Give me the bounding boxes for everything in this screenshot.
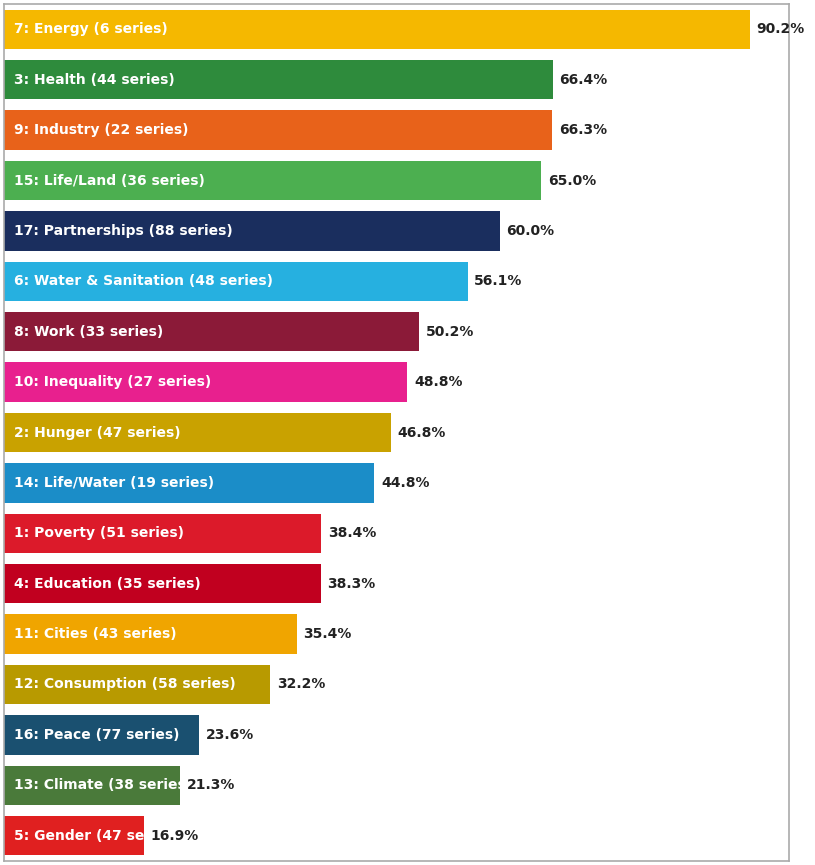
Bar <box>4 464 374 503</box>
Text: 15: Life/Land (36 series): 15: Life/Land (36 series) <box>14 174 205 188</box>
Text: 13: Climate (38 series): 13: Climate (38 series) <box>14 778 192 792</box>
Text: 38.4%: 38.4% <box>328 526 377 541</box>
Bar <box>4 211 500 251</box>
Bar <box>4 362 408 401</box>
Bar <box>4 60 553 99</box>
Text: 65.0%: 65.0% <box>548 174 596 188</box>
Text: 6: Water & Sanitation (48 series): 6: Water & Sanitation (48 series) <box>14 274 273 288</box>
Bar <box>4 766 180 805</box>
Text: 44.8%: 44.8% <box>381 476 430 490</box>
Bar <box>4 312 419 351</box>
Bar <box>4 161 541 200</box>
Text: 4: Education (35 series): 4: Education (35 series) <box>14 577 200 591</box>
Text: 9: Industry (22 series): 9: Industry (22 series) <box>14 123 188 138</box>
Bar <box>4 715 199 754</box>
Text: 7: Energy (6 series): 7: Energy (6 series) <box>14 22 168 36</box>
Text: 16.9%: 16.9% <box>151 829 199 843</box>
Bar <box>4 614 297 654</box>
Text: 8: Work (33 series): 8: Work (33 series) <box>14 324 163 339</box>
Text: 23.6%: 23.6% <box>206 727 254 742</box>
Text: 10: Inequality (27 series): 10: Inequality (27 series) <box>14 375 211 389</box>
Bar <box>4 514 321 553</box>
Text: 66.4%: 66.4% <box>559 73 608 87</box>
Text: 3: Health (44 series): 3: Health (44 series) <box>14 73 175 87</box>
Text: 17: Partnerships (88 series): 17: Partnerships (88 series) <box>14 224 233 238</box>
Text: 21.3%: 21.3% <box>187 778 236 792</box>
Bar <box>4 564 320 603</box>
Text: 2: Hunger (47 series): 2: Hunger (47 series) <box>14 426 181 439</box>
Text: 48.8%: 48.8% <box>414 375 463 389</box>
Text: 38.3%: 38.3% <box>328 577 376 591</box>
Text: 14: Life/Water (19 series): 14: Life/Water (19 series) <box>14 476 214 490</box>
Text: 56.1%: 56.1% <box>474 274 522 288</box>
Text: 35.4%: 35.4% <box>303 627 351 641</box>
Bar <box>4 10 750 49</box>
Text: 90.2%: 90.2% <box>756 22 804 36</box>
Text: 16: Peace (77 series): 16: Peace (77 series) <box>14 727 179 742</box>
Text: 5: Gender (47 series): 5: Gender (47 series) <box>14 829 180 843</box>
Text: 32.2%: 32.2% <box>277 677 325 691</box>
Text: 11: Cities (43 series): 11: Cities (43 series) <box>14 627 177 641</box>
Bar <box>4 262 468 301</box>
Text: 1: Poverty (51 series): 1: Poverty (51 series) <box>14 526 184 541</box>
Text: 50.2%: 50.2% <box>425 324 474 339</box>
Text: 46.8%: 46.8% <box>398 426 446 439</box>
Bar <box>4 111 552 150</box>
Bar <box>4 413 391 452</box>
Text: 12: Consumption (58 series): 12: Consumption (58 series) <box>14 677 236 691</box>
Bar <box>4 665 271 704</box>
Text: 60.0%: 60.0% <box>507 224 555 238</box>
Bar <box>4 816 143 855</box>
Text: 66.3%: 66.3% <box>558 123 606 138</box>
